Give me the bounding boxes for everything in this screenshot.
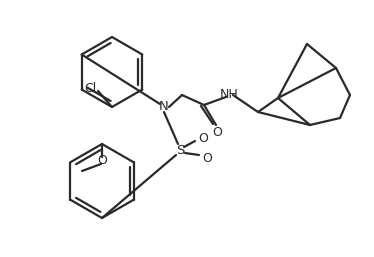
Text: S: S xyxy=(176,143,184,157)
Text: NH: NH xyxy=(220,88,238,102)
Text: O: O xyxy=(202,151,212,164)
Text: O: O xyxy=(198,132,208,144)
Text: Cl: Cl xyxy=(84,82,96,96)
Text: O: O xyxy=(212,125,222,139)
Text: N: N xyxy=(159,100,169,114)
Text: O: O xyxy=(97,154,107,168)
